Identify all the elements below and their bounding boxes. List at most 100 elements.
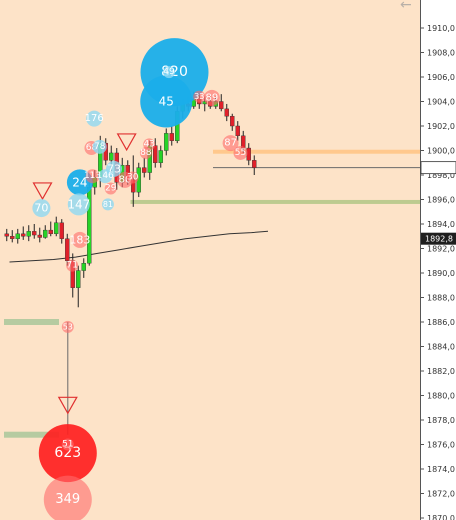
bull-candle — [164, 133, 169, 151]
bear-candle — [224, 108, 229, 117]
sell-signal-triangle — [32, 182, 53, 201]
volume-bubble — [140, 75, 193, 128]
volume-bubble — [126, 171, 139, 184]
bear-candle — [10, 236, 15, 239]
y-tick-label: 1888,0 — [427, 294, 455, 303]
bear-candle — [59, 222, 64, 239]
level-band — [130, 199, 420, 204]
volume-bubble — [92, 139, 107, 154]
sell-signal-triangle — [116, 133, 137, 152]
y-tick-label: 1882,0 — [427, 367, 455, 376]
volume-bubble-label: 88 — [140, 148, 152, 158]
bear-candle — [21, 233, 26, 237]
volume-bubble — [61, 320, 74, 333]
volume-bubbles-layer: 8206234534924147701767380183898755687811… — [32, 38, 248, 520]
volume-bubble — [86, 110, 103, 127]
volume-bubble-label: 146 — [97, 171, 114, 181]
volume-bubble-label: 113 — [84, 171, 101, 181]
volume-bubble — [203, 89, 220, 106]
volume-bubble-label: 53 — [63, 322, 73, 331]
bear-candle — [37, 234, 42, 238]
y-tick-label: 1876,0 — [427, 441, 455, 450]
bear-candle — [252, 160, 257, 168]
current-price-tag-border — [420, 161, 456, 175]
volume-bubble-label: 43 — [143, 139, 154, 149]
y-tick-label: 1890,0 — [427, 269, 455, 278]
current-price-tag-text: 1898,6 — [425, 164, 453, 173]
crosshair-price-tag-box — [421, 232, 456, 245]
moving-average-layer — [9, 230, 269, 263]
volume-bubble-label: 176 — [85, 113, 104, 124]
y-tick-label: 1902,0 — [427, 122, 455, 131]
y-tick-label: 1904,0 — [427, 98, 455, 107]
bull-candle — [76, 270, 81, 288]
volume-bubble-label: 147 — [67, 197, 90, 211]
bear-candle — [169, 133, 174, 141]
left-zone-band — [4, 431, 59, 438]
y-tick-label: 1886,0 — [427, 318, 455, 327]
price-axis[interactable]: 1910,0 1908,0 1906,0 1904,0 1902,0 1900,0 1898… — [420, 0, 456, 520]
volume-bubble — [98, 169, 113, 184]
back-icon[interactable]: ← — [400, 0, 412, 13]
y-tick-label: 1898,0 — [427, 171, 455, 180]
bear-candle — [65, 238, 70, 261]
price-axis-background — [420, 0, 456, 520]
volume-bubble-label: 55 — [235, 148, 246, 158]
bear-candle — [32, 231, 37, 236]
bull-candle — [54, 222, 59, 234]
volume-bubble-label: 183 — [69, 233, 90, 246]
y-tick-label: 1874,0 — [427, 465, 455, 474]
y-tick-label: 1892,0 — [427, 245, 455, 254]
y-tick-label: 1908,0 — [427, 49, 455, 58]
volume-bubble — [38, 424, 97, 483]
volume-bubble — [61, 438, 74, 451]
volume-bubble-label: 70 — [34, 202, 48, 215]
y-tick-label: 1872,0 — [427, 490, 455, 499]
volume-bubble — [143, 138, 156, 151]
y-tick-label: 1870,0 — [427, 514, 455, 520]
volume-bubble — [101, 198, 114, 211]
moving-average-line — [9, 230, 269, 263]
volume-bubble-label: 349 — [55, 492, 80, 507]
y-tick-label: 1880,0 — [427, 392, 455, 401]
volume-bubble — [32, 199, 51, 218]
volume-bubble — [193, 90, 206, 103]
current-price-tag-box — [421, 161, 456, 174]
bear-candle — [142, 167, 147, 173]
volume-bubble-label: 71 — [66, 261, 77, 271]
bull-candle — [43, 229, 48, 238]
level-band — [213, 149, 420, 154]
volume-bubble-label: 68 — [86, 143, 98, 153]
volume-bubble — [163, 66, 175, 79]
volume-bubble-label: 24 — [72, 175, 87, 189]
y-tick-label: 1878,0 — [427, 416, 455, 425]
volume-bubble-label: 80 — [119, 174, 132, 185]
y-tick-label: 1900,0 — [427, 147, 455, 156]
bear-candle — [230, 115, 235, 127]
y-tick-label: 1884,0 — [427, 343, 455, 352]
volume-bubble-label: 29 — [105, 183, 117, 193]
bull-candle — [81, 263, 86, 271]
markers-layer — [32, 133, 137, 415]
bull-candle — [15, 233, 20, 239]
volume-bubble-label: 30 — [127, 172, 139, 182]
volume-bubble-label: 623 — [54, 445, 81, 461]
left-zone-band — [4, 319, 59, 325]
volume-bubble-label: 51 — [62, 440, 73, 450]
y-tick-label: 1910,0 — [427, 24, 455, 33]
bear-candle — [48, 229, 53, 234]
volume-bubble-label: 81 — [103, 200, 113, 209]
volume-bubble-label: 33 — [194, 92, 204, 101]
volume-bubble — [67, 193, 90, 216]
volume-bubble-label: 87 — [224, 138, 237, 149]
volume-bubble-label: 45 — [159, 95, 174, 109]
volume-bubble — [66, 259, 79, 272]
bear-candle — [153, 145, 158, 163]
volume-bubble-label: 89 — [206, 92, 219, 103]
volume-bubble-label: 49 — [163, 67, 175, 77]
bull-candle — [158, 150, 163, 163]
volume-bubble — [222, 135, 239, 152]
crosshair-price-tag-text: 1892,8 — [425, 235, 453, 244]
